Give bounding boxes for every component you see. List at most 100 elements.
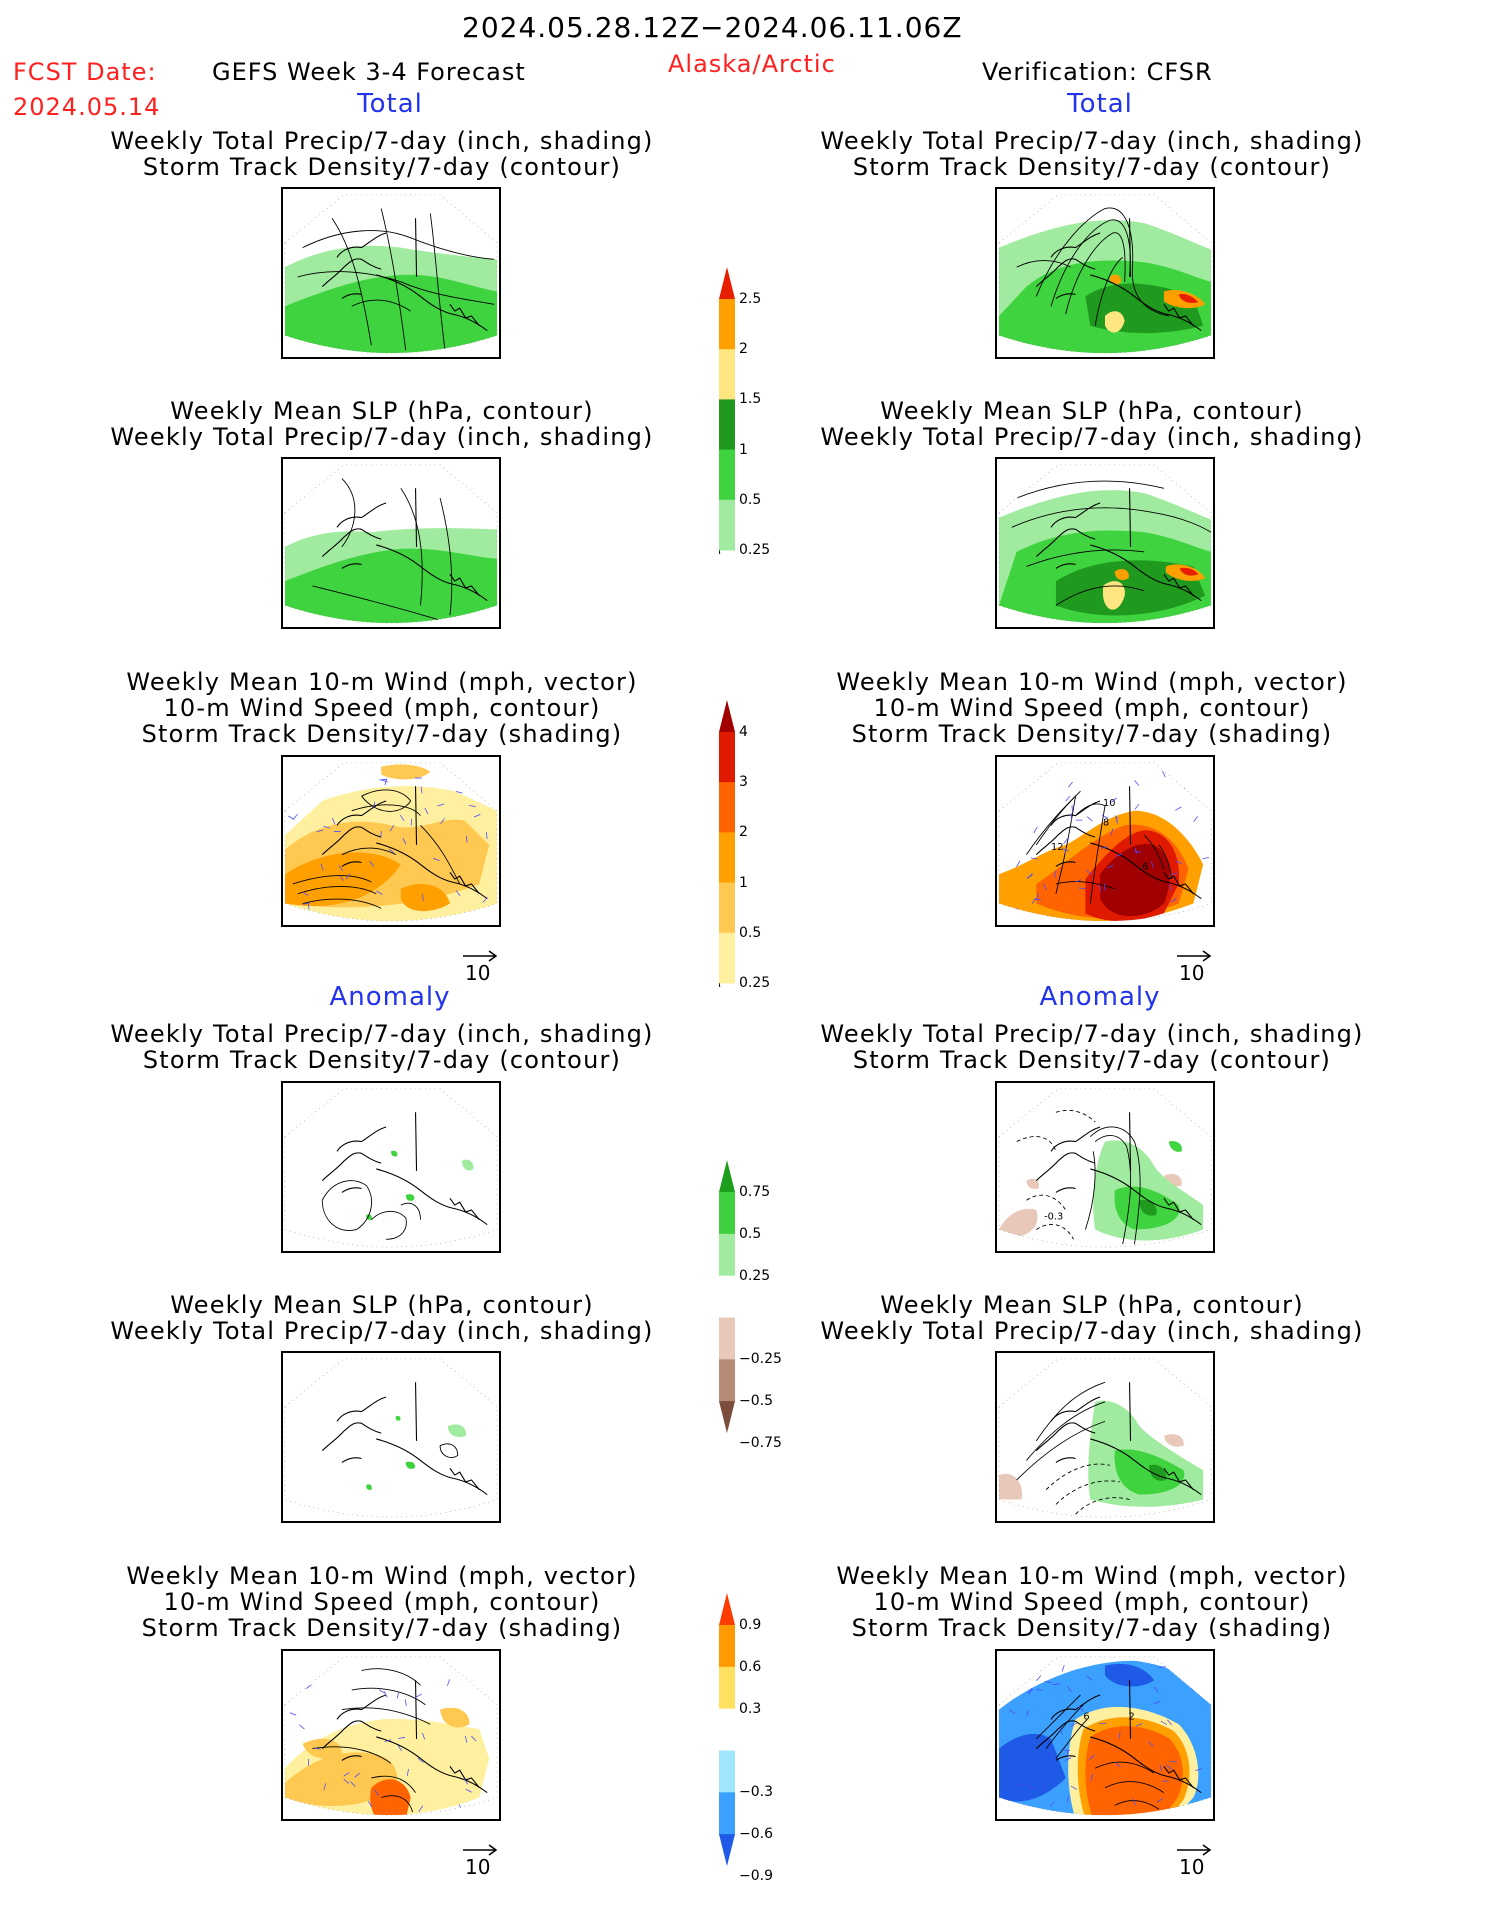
coastline <box>415 1112 418 1171</box>
coastline <box>1055 1457 1076 1463</box>
wind-vector <box>1118 1731 1121 1739</box>
title-line: Weekly Mean SLP (hPa, contour) <box>170 1291 594 1319</box>
map-canvas: -0.3 <box>998 1088 1212 1248</box>
shaded-area <box>1179 567 1199 576</box>
contour-line <box>400 488 423 606</box>
contour-line <box>1065 232 1126 315</box>
section-anomaly-left: Anomaly <box>329 982 451 1012</box>
map-content: 10 8 12 6 <box>998 767 1210 922</box>
panel-title-anom-right-1: Weekly Total Precip/7-day (inch, shading… <box>742 1021 1442 1073</box>
contour-line <box>1094 1135 1132 1245</box>
wind-vector <box>1064 1757 1072 1761</box>
wind-vector <box>406 1769 409 1776</box>
contour-line <box>1055 1480 1120 1505</box>
wind-vector <box>1107 865 1114 869</box>
map-total-precip-storm-fcst <box>281 187 501 359</box>
wind-vector <box>323 825 331 829</box>
wind-vector <box>1158 1666 1166 1668</box>
colorbar-bottom-triangle <box>719 1401 735 1434</box>
coastline <box>341 563 362 569</box>
colorbar-tick-label: 0.25 <box>739 975 771 991</box>
title-line: Storm Track Density/7-day (contour) <box>142 1046 622 1074</box>
wind-vector <box>465 1735 468 1743</box>
wind-vector <box>338 865 344 872</box>
wind-vector <box>1111 797 1117 803</box>
shaded-area <box>998 1473 1022 1500</box>
wind-vector <box>292 813 298 820</box>
wind-vector <box>289 1712 297 1716</box>
wind-vector <box>1061 1665 1065 1672</box>
wind-vector <box>1029 1787 1037 1790</box>
coastline <box>1129 786 1132 845</box>
coastline <box>1050 1694 1101 1720</box>
map-anom-precip-storm-fcst <box>281 1081 501 1253</box>
wind-vector <box>1134 780 1140 786</box>
coastline <box>1129 1112 1132 1171</box>
contour-line <box>1094 257 1123 326</box>
coastline <box>449 1467 480 1491</box>
vector-reference-total-right: 10 <box>1175 948 1215 988</box>
wind-vector <box>378 1689 386 1694</box>
wind-vector <box>384 1739 392 1742</box>
wind-vector <box>1193 816 1198 823</box>
wind-vector <box>446 1679 451 1686</box>
coastline <box>415 1382 418 1441</box>
shaded-area <box>405 1194 415 1201</box>
contour-line <box>380 208 407 351</box>
colorbar-swatches <box>719 1593 735 1867</box>
wind-vector <box>1059 1728 1064 1735</box>
contour-line <box>312 585 441 621</box>
shaded-area <box>370 1779 411 1816</box>
wind-vector <box>465 1788 472 1793</box>
coastline <box>1035 1422 1096 1452</box>
wind-vector <box>354 1772 360 1778</box>
contour-line <box>292 875 372 885</box>
colorbar-tick-label: −0.75 <box>739 1435 782 1451</box>
fcst-date-value: 2024.05.14 <box>13 93 161 121</box>
colorbar-top-triangle <box>719 267 735 299</box>
vector-reference-value: 10 <box>465 961 491 985</box>
colorbar-tick-label: 0.9 <box>739 1617 762 1633</box>
coastline <box>1163 1765 1194 1789</box>
title-line: 10-m Wind Speed (mph, contour) <box>873 694 1311 722</box>
wind-vector <box>389 825 395 832</box>
wind-vector <box>313 1747 321 1750</box>
wind-vector <box>1089 1754 1095 1760</box>
wind-vector <box>1049 1801 1056 1807</box>
coastline <box>376 842 488 900</box>
wind-vector <box>384 778 388 786</box>
contour-line <box>1089 1126 1141 1245</box>
colorbar-swatch <box>719 1233 735 1277</box>
map-canvas <box>998 194 1212 354</box>
coastline <box>376 274 488 332</box>
wind-vector <box>397 1745 403 1752</box>
map-content <box>321 1112 488 1240</box>
title-line: Weekly Mean 10-m Wind (mph, vector) <box>126 668 638 696</box>
colorbar-swatch <box>719 499 735 551</box>
title-line: Weekly Mean 10-m Wind (mph, vector) <box>836 1562 1348 1590</box>
title-line: Weekly Mean 10-m Wind (mph, vector) <box>836 668 1348 696</box>
colorbar-tick-label: 0.6 <box>739 1658 762 1675</box>
title-line: Storm Track Density/7-day (contour) <box>852 1046 1332 1074</box>
wind-vector <box>1187 780 1190 788</box>
colorbar-swatch <box>719 882 735 934</box>
map-canvas <box>284 1088 498 1248</box>
shaded-area <box>366 1484 372 1490</box>
coastline <box>376 544 488 602</box>
coastline <box>449 1765 480 1789</box>
contour-line <box>351 1687 426 1706</box>
map-canvas <box>284 464 498 624</box>
wind-vector <box>1167 1719 1173 1726</box>
wind-vector <box>1104 883 1106 891</box>
map-canvas <box>998 464 1212 624</box>
contour-line <box>1050 219 1131 307</box>
wind-vector <box>1192 1683 1194 1691</box>
coastline <box>1050 232 1101 258</box>
contour-label: 2 <box>1129 1711 1135 1722</box>
wind-vector <box>440 818 445 825</box>
wind-vector <box>1031 897 1037 905</box>
coastline <box>321 1152 382 1182</box>
contour-label: 8 <box>1103 817 1109 828</box>
wind-vector <box>396 1691 400 1699</box>
wind-vector <box>343 1778 350 1784</box>
